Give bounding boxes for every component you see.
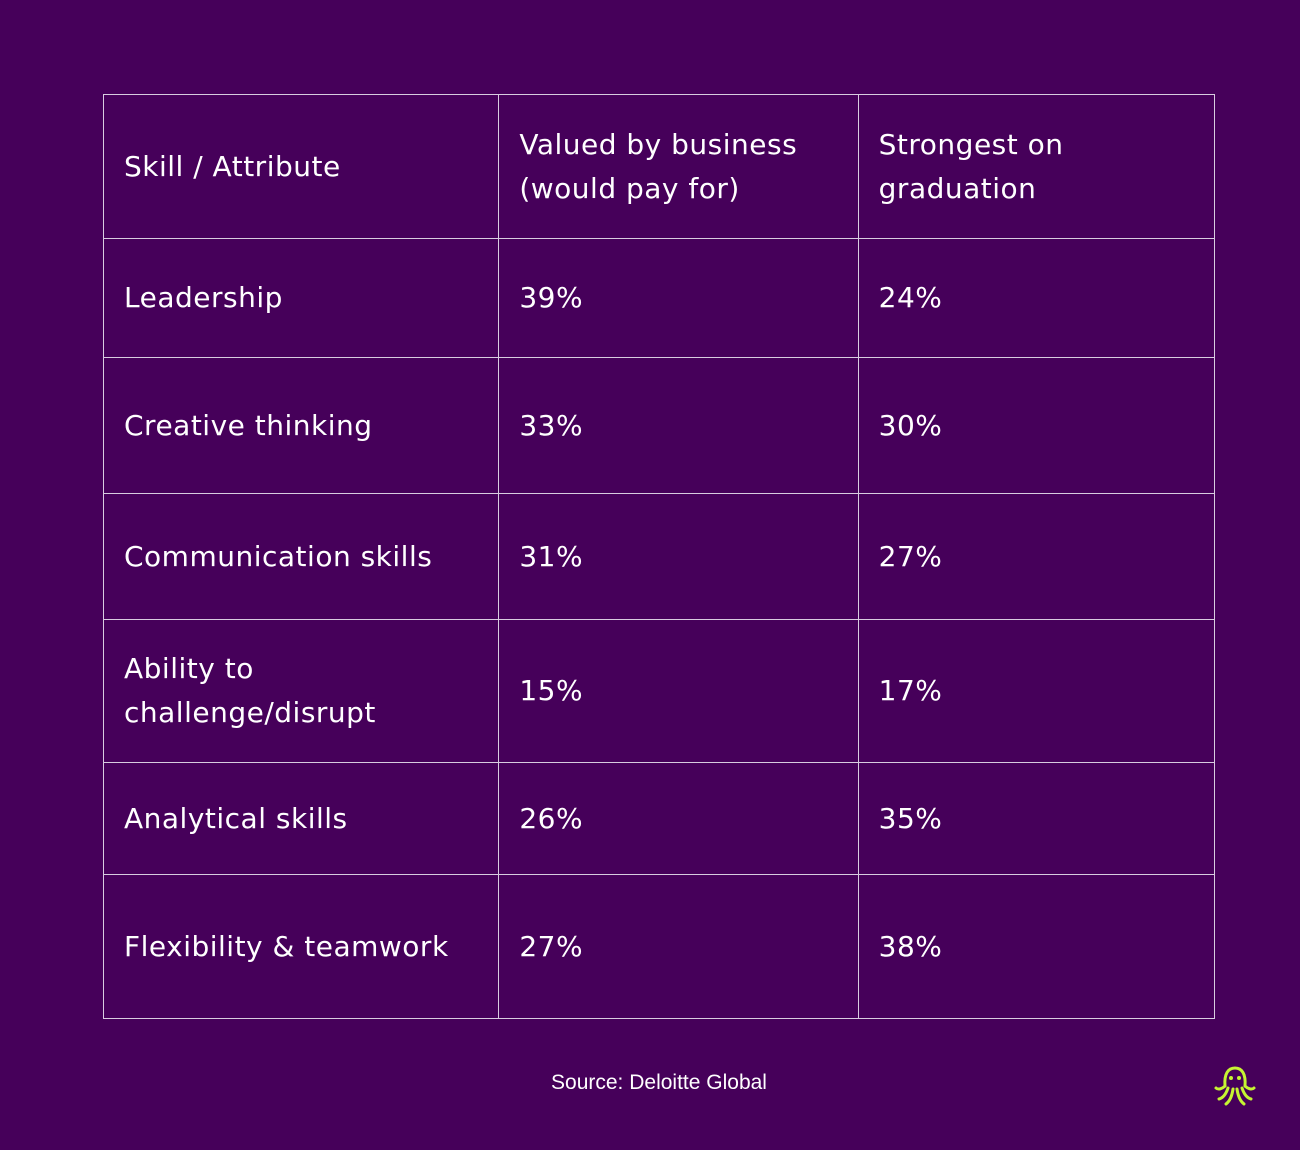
skill-cell: Communication skills	[102, 493, 500, 620]
table-row: Creative thinking 33% 30%	[102, 357, 1216, 494]
valued-cell: 26%	[498, 762, 859, 875]
strongest-cell: 17%	[857, 619, 1216, 763]
valued-cell: 33%	[498, 357, 859, 494]
octopus-logo-icon	[1214, 1066, 1256, 1106]
skill-cell: Ability to challenge/disrupt	[102, 619, 500, 763]
strongest-cell: 24%	[857, 238, 1216, 358]
table-row: Analytical skills 26% 35%	[102, 762, 1216, 875]
strongest-cell: 38%	[857, 874, 1216, 1019]
strongest-cell: 30%	[857, 357, 1216, 494]
valued-cell: 31%	[498, 493, 859, 620]
skill-cell: Leadership	[102, 238, 500, 358]
valued-cell: 15%	[498, 619, 859, 763]
skills-table: Skill / Attribute Valued by business (wo…	[102, 94, 1216, 1019]
header-row: Skill / Attribute Valued by business (wo…	[102, 94, 1216, 239]
skill-cell: Flexibility & teamwork	[102, 874, 500, 1019]
skill-cell: Analytical skills	[102, 762, 500, 875]
valued-cell: 27%	[498, 874, 859, 1019]
header-valued-by-business: Valued by business (would pay for)	[498, 94, 859, 239]
table-row: Ability to challenge/disrupt 15% 17%	[102, 619, 1216, 763]
strongest-cell: 27%	[857, 493, 1216, 620]
source-caption: Source: Deloitte Global	[551, 1071, 767, 1094]
header-skill: Skill / Attribute	[102, 94, 500, 239]
strongest-cell: 35%	[857, 762, 1216, 875]
table-row: Leadership 39% 24%	[102, 238, 1216, 358]
skill-cell: Creative thinking	[102, 357, 500, 494]
valued-cell: 39%	[498, 238, 859, 358]
header-strongest-on-graduation: Strongest on graduation	[857, 94, 1216, 239]
table-row: Communication skills 31% 27%	[102, 493, 1216, 620]
table-row: Flexibility & teamwork 27% 38%	[102, 874, 1216, 1019]
